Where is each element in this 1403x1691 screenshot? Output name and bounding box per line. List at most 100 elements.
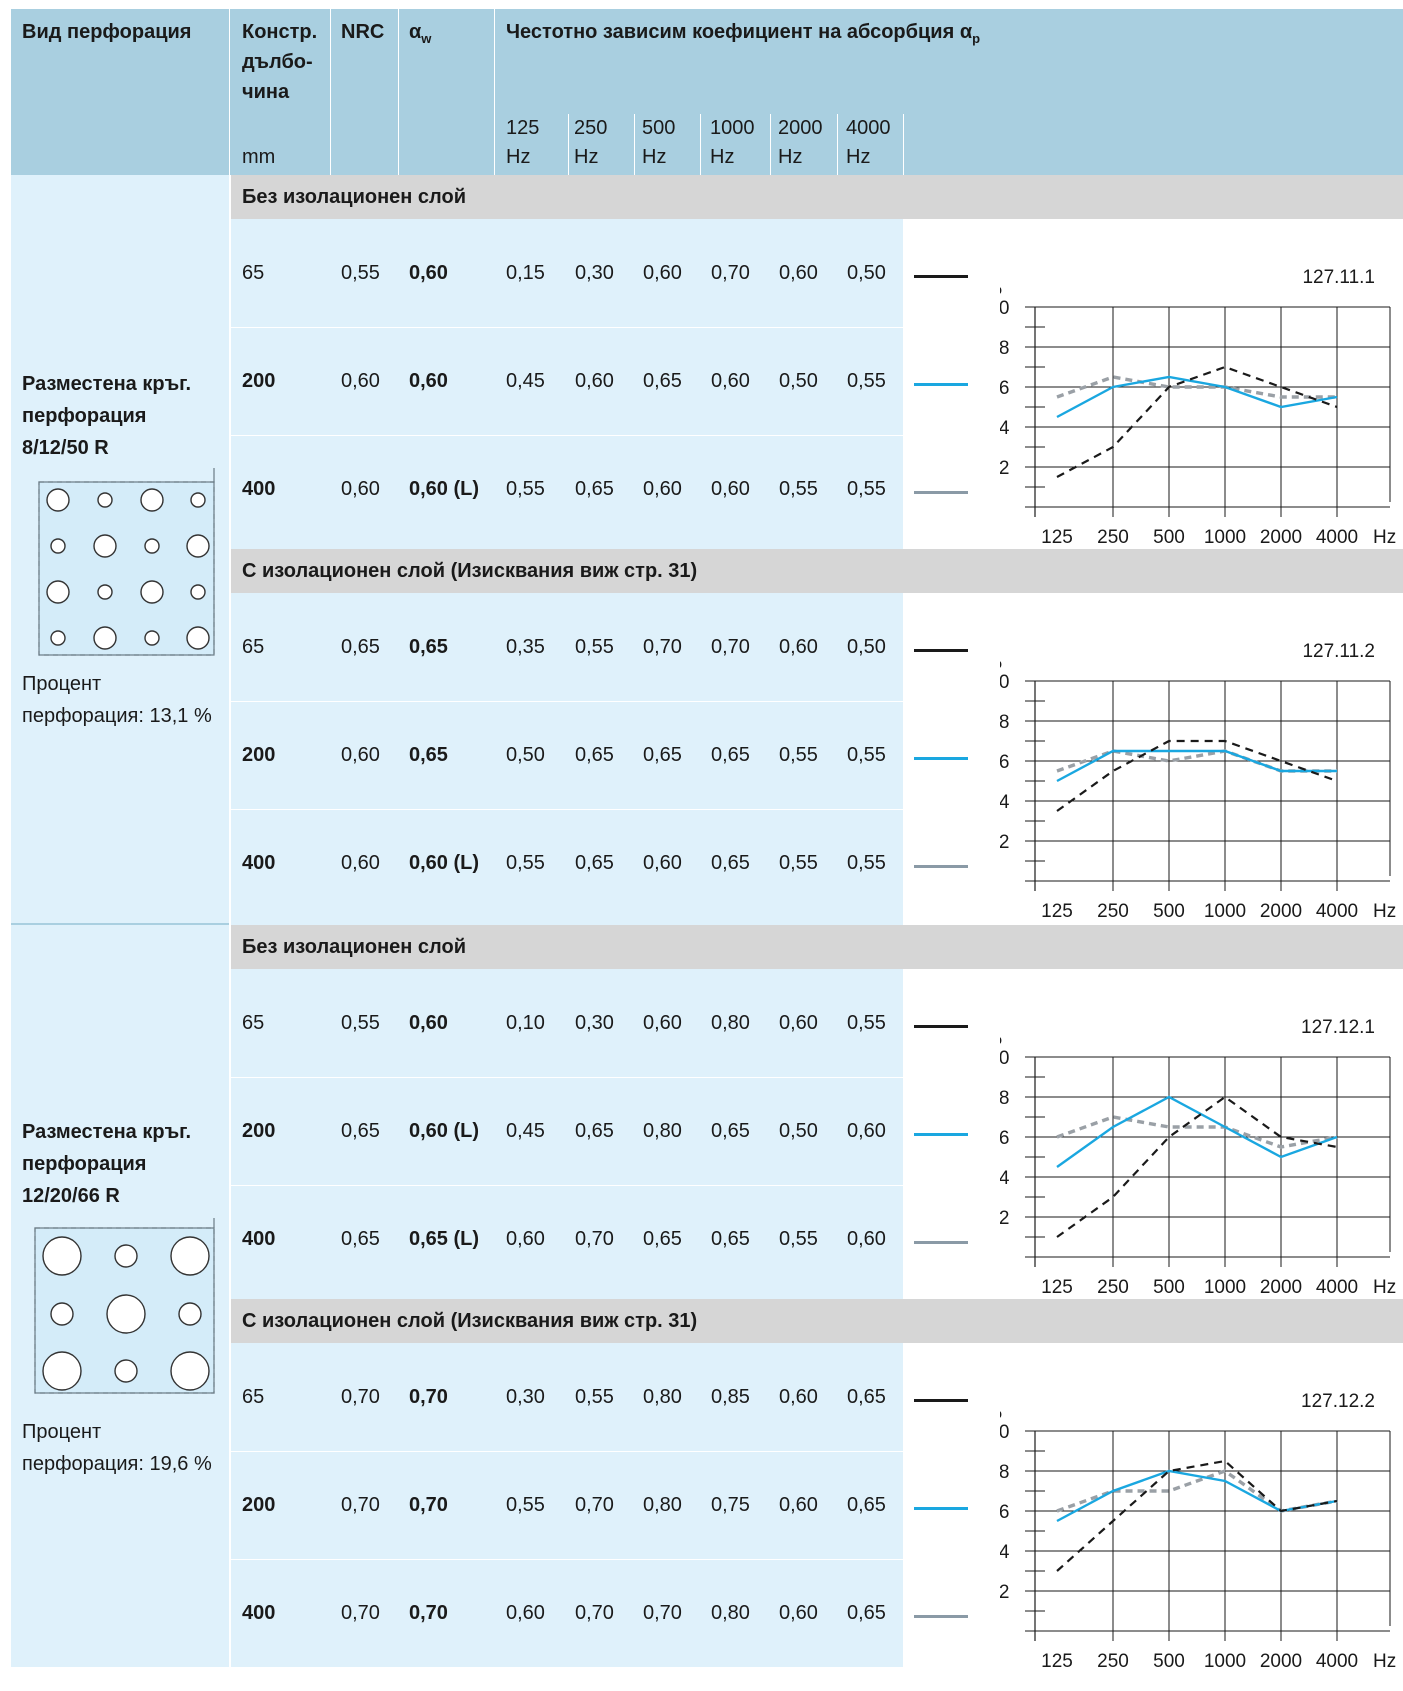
- aw-cell: 0,70: [409, 1494, 448, 1516]
- x-tick-label: 500: [1153, 1277, 1185, 1298]
- alpha-cell: 0,70: [575, 1494, 614, 1516]
- alpha-cell: 0,50: [779, 370, 818, 392]
- absorption-chart: 00,20,40,60,81,0αp127.12.112525050010002…: [1000, 1017, 1396, 1298]
- type-column: [11, 175, 229, 1667]
- alpha-cell: 0,30: [575, 262, 614, 284]
- x-tick-label: 500: [1153, 1651, 1185, 1672]
- freq-2000: 2000: [778, 117, 823, 139]
- freq-4000: 4000: [846, 117, 891, 139]
- x-tick-label: 500: [1153, 527, 1185, 548]
- row-separator: [231, 1559, 903, 1560]
- y-tick-label: 0,4: [1000, 1542, 1010, 1563]
- nrc-cell: 0,55: [341, 1012, 380, 1034]
- y-tick-label: 0,4: [1000, 418, 1010, 439]
- chart-id: 127.11.1: [1302, 267, 1375, 288]
- legend-line: [914, 1399, 968, 1402]
- nrc-cell: 0,60: [341, 370, 380, 392]
- x-tick-label: 125: [1041, 901, 1073, 922]
- legend-line: [914, 275, 968, 278]
- x-tick-label: 250: [1097, 527, 1129, 548]
- alpha-cell: 0,60: [711, 370, 750, 392]
- legend-line: [914, 865, 968, 868]
- aw-cell: 0,60: [409, 1012, 448, 1034]
- alpha-cell: 0,55: [575, 1386, 614, 1408]
- perforation-name: перфорация: [22, 405, 147, 427]
- series-line-dashed-black: [1056, 1459, 1338, 1572]
- nrc-cell: 0,70: [341, 1602, 380, 1624]
- alpha-cell: 0,60: [643, 852, 682, 874]
- header-freq: Честотно зависим коефициент на абсорбция…: [506, 21, 981, 46]
- nrc-cell: 0,70: [341, 1494, 380, 1516]
- freq-unit: Hz: [846, 146, 871, 168]
- alpha-cell: 0,60: [506, 1602, 545, 1624]
- legend-line: [914, 491, 968, 494]
- perforation-name: Разместена кръг.: [22, 373, 192, 395]
- nrc-cell: 0,65: [341, 1120, 380, 1142]
- group-band: [231, 1299, 1403, 1343]
- alpha-cell: 0,60: [847, 1228, 886, 1250]
- legend-line: [914, 1133, 968, 1136]
- x-tick-label: 125: [1041, 1277, 1073, 1298]
- x-tick-label: 125: [1041, 527, 1073, 548]
- x-axis-unit: Hz: [1373, 527, 1396, 548]
- chart-id: 127.11.2: [1302, 641, 1375, 662]
- nrc-cell: 0,65: [341, 1228, 380, 1250]
- alpha-cell: 0,50: [779, 1120, 818, 1142]
- y-axis-label-sub: p: [1000, 282, 1002, 297]
- legend-line: [914, 757, 968, 760]
- y-tick-label: 0,8: [1000, 712, 1009, 733]
- alpha-cell: 0,65: [711, 744, 750, 766]
- row-separator: [231, 1077, 903, 1078]
- legend-line: [914, 1507, 968, 1510]
- alpha-cell: 0,60: [643, 262, 682, 284]
- freq-unit: Hz: [642, 146, 667, 168]
- alpha-cell: 0,60: [779, 636, 818, 658]
- x-tick-label: 4000: [1316, 901, 1358, 922]
- alpha-cell: 0,65: [643, 1228, 682, 1250]
- alpha-cell: 0,60: [506, 1228, 545, 1250]
- aw-cell: 0,60 (L): [409, 852, 480, 874]
- alpha-cell: 0,45: [506, 370, 545, 392]
- aw-cell: 0,65: [409, 744, 448, 766]
- absorption-chart: 00,20,40,60,81,0αp127.11.212525050010002…: [1000, 641, 1396, 922]
- header-depth-3: чина: [242, 81, 290, 103]
- y-tick-label: 0,2: [1000, 832, 1009, 853]
- series-line-solid-blue: [1056, 375, 1338, 419]
- aw-cell: 0,60 (L): [409, 1120, 480, 1142]
- alpha-cell: 0,60: [779, 1012, 818, 1034]
- x-tick-label: 4000: [1316, 527, 1358, 548]
- alpha-cell: 0,55: [779, 852, 818, 874]
- alpha-cell: 0,65: [847, 1494, 886, 1516]
- y-axis-label-sub: p: [1000, 656, 1002, 671]
- legend-line: [914, 1615, 968, 1618]
- group-band: [231, 175, 1403, 219]
- perforation-name: Разместена кръг.: [22, 1121, 192, 1143]
- header-divider: [903, 114, 904, 175]
- legend-line: [914, 383, 968, 386]
- row-separator: [231, 809, 903, 810]
- alpha-cell: 0,55: [506, 478, 545, 500]
- x-axis-unit: Hz: [1373, 901, 1396, 922]
- alpha-cell: 0,15: [506, 262, 545, 284]
- y-tick-label: 0,6: [1000, 378, 1009, 399]
- y-tick-label: 0,2: [1000, 458, 1009, 479]
- alpha-cell: 0,65: [575, 1120, 614, 1142]
- alpha-cell: 0,80: [711, 1602, 750, 1624]
- y-tick-label: 0,6: [1000, 1128, 1009, 1149]
- perforation-percent: Процент: [22, 1421, 102, 1443]
- aw-cell: 0,65: [409, 636, 448, 658]
- header-type: Вид перфорация: [22, 21, 192, 43]
- row-separator: [231, 435, 903, 436]
- row-separator: [231, 1451, 903, 1452]
- perforation-name: 8/12/50 R: [22, 437, 109, 459]
- alpha-cell: 0,30: [506, 1386, 545, 1408]
- x-axis-unit: Hz: [1373, 1277, 1396, 1298]
- alpha-cell: 0,50: [847, 636, 886, 658]
- depth-cell: 65: [242, 636, 265, 658]
- header-divider: [229, 9, 230, 175]
- absorption-chart: 00,20,40,60,81,0αp127.11.112525050010002…: [1000, 267, 1396, 548]
- legend-line: [914, 1241, 968, 1244]
- x-tick-label: 1000: [1204, 1277, 1246, 1298]
- alpha-cell: 0,10: [506, 1012, 545, 1034]
- x-tick-label: 1000: [1204, 527, 1246, 548]
